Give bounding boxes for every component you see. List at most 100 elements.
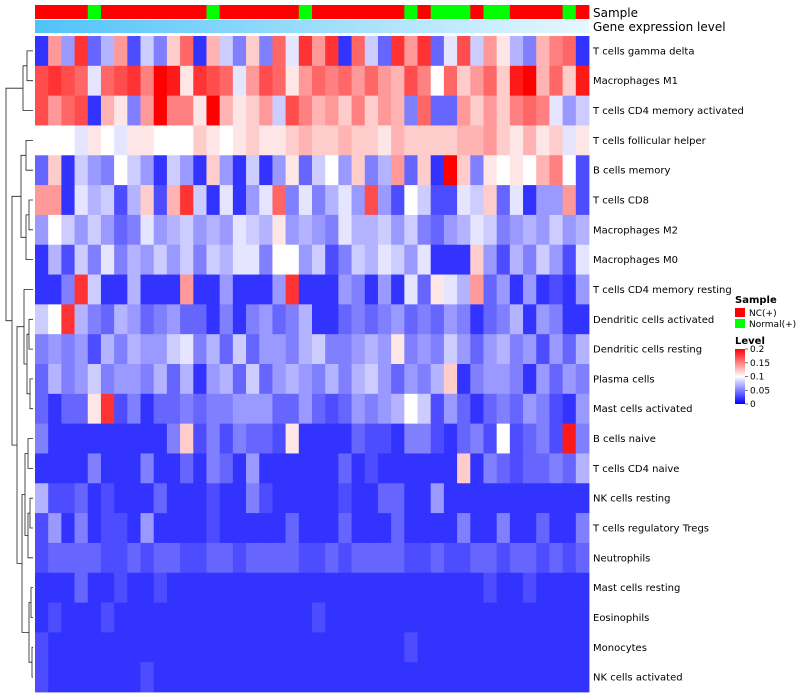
heatmap-cell bbox=[61, 125, 75, 156]
heatmap-cell bbox=[87, 542, 102, 574]
heatmap-cell bbox=[127, 244, 141, 275]
heatmap-cell bbox=[457, 274, 471, 305]
heatmap-cell bbox=[48, 542, 62, 574]
heatmap-cell bbox=[114, 334, 128, 365]
heatmap-cell bbox=[127, 393, 141, 425]
heatmap-cell bbox=[391, 125, 405, 156]
heatmap-cell bbox=[246, 453, 260, 484]
heatmap-cell bbox=[35, 95, 49, 126]
heatmap-cell bbox=[338, 423, 352, 454]
heatmap-cell bbox=[549, 155, 564, 186]
heatmap-cell bbox=[272, 632, 287, 663]
heatmap-cell bbox=[457, 214, 471, 246]
heatmap-cell bbox=[430, 36, 445, 67]
heatmap-cell bbox=[325, 185, 339, 216]
heatmap-cell bbox=[338, 662, 352, 693]
heatmap-cell bbox=[140, 125, 155, 156]
heatmap-cell bbox=[470, 572, 484, 603]
heatmap-cell bbox=[232, 244, 247, 275]
heatmap-cell bbox=[470, 185, 484, 216]
heatmap-cell bbox=[377, 155, 392, 186]
heatmap-cell bbox=[166, 364, 181, 395]
heatmap-cell bbox=[272, 602, 287, 633]
sample-annotation-cell bbox=[272, 5, 287, 19]
dendrogram-branch bbox=[29, 378, 33, 410]
heatmap-cell bbox=[575, 125, 590, 156]
heatmap-cell bbox=[298, 244, 313, 275]
heatmap-cell bbox=[206, 513, 221, 544]
heatmap-cell bbox=[35, 155, 49, 186]
heatmap-cell bbox=[298, 304, 313, 335]
heatmap-cell bbox=[259, 125, 273, 156]
heatmap-cell bbox=[259, 155, 273, 186]
heatmap-cell bbox=[285, 513, 300, 544]
heatmap-cell bbox=[35, 244, 49, 275]
heatmap-cell bbox=[48, 453, 62, 484]
heatmap-cell bbox=[364, 95, 379, 126]
heatmap-cell bbox=[536, 364, 550, 395]
heatmap-cell bbox=[364, 334, 379, 365]
heatmap-cell bbox=[523, 393, 537, 425]
heatmap-cell bbox=[312, 155, 326, 186]
heatmap-cell bbox=[219, 155, 234, 186]
heatmap-cell bbox=[391, 632, 405, 663]
heatmap-cell bbox=[285, 393, 300, 425]
heatmap-cell bbox=[219, 632, 234, 663]
heatmap-cell bbox=[87, 155, 102, 186]
heatmap-cell bbox=[232, 542, 247, 574]
heatmap-cell bbox=[417, 423, 432, 454]
heatmap-cell bbox=[140, 274, 155, 305]
heatmap-cell bbox=[285, 662, 300, 693]
heatmap-cell bbox=[35, 453, 49, 484]
heatmap-cell bbox=[562, 244, 577, 275]
heatmap-cell bbox=[74, 364, 89, 395]
heatmap-cell bbox=[180, 662, 194, 693]
heatmap-cell bbox=[312, 95, 326, 126]
heatmap-cell bbox=[312, 572, 326, 603]
dendrogram-branch bbox=[23, 289, 33, 365]
heatmap-cell bbox=[496, 214, 511, 246]
heatmap-cell bbox=[193, 334, 207, 365]
heatmap-cell bbox=[562, 632, 577, 663]
heatmap-cell bbox=[549, 185, 564, 216]
heatmap-cell bbox=[509, 244, 524, 275]
heatmap-cell bbox=[193, 65, 207, 97]
heatmap-cell bbox=[536, 542, 550, 574]
heatmap-cell bbox=[351, 542, 366, 574]
heatmap-cell bbox=[523, 632, 537, 663]
heatmap-cell bbox=[61, 65, 75, 97]
heatmap-cell bbox=[404, 334, 418, 365]
heatmap-cell bbox=[193, 423, 207, 454]
heatmap-cell bbox=[443, 393, 458, 425]
heatmap-cell bbox=[206, 662, 221, 693]
heatmap-cell bbox=[562, 453, 577, 484]
heatmap-cell bbox=[87, 334, 102, 365]
heatmap-cell bbox=[312, 483, 326, 514]
dendrogram-branch bbox=[30, 587, 33, 618]
heatmap-cell bbox=[549, 662, 564, 693]
row-label: T cells CD4 memory resting bbox=[592, 285, 732, 296]
heatmap-cell bbox=[509, 513, 524, 544]
heatmap-cell bbox=[470, 602, 484, 633]
heatmap-cell bbox=[166, 155, 181, 186]
heatmap-cell bbox=[180, 513, 194, 544]
heatmap-cell bbox=[246, 65, 260, 97]
heatmap-cell bbox=[443, 95, 458, 126]
heatmap-cell bbox=[193, 632, 207, 663]
heatmap-cell bbox=[114, 214, 128, 246]
heatmap-cell bbox=[562, 95, 577, 126]
heatmap-cell bbox=[377, 632, 392, 663]
heatmap-cell bbox=[443, 155, 458, 186]
heatmap-cell bbox=[206, 274, 221, 305]
heatmap-cell bbox=[562, 602, 577, 633]
heatmap-cell bbox=[417, 125, 432, 156]
heatmap-cell bbox=[575, 513, 590, 544]
heatmap-cell bbox=[536, 274, 550, 305]
heatmap-cell bbox=[74, 334, 89, 365]
dendrogram-branch bbox=[28, 199, 33, 231]
heatmap-cell bbox=[364, 602, 379, 633]
heatmap-cell bbox=[48, 572, 62, 603]
heatmap-cell bbox=[575, 542, 590, 574]
heatmap-cell bbox=[232, 602, 247, 633]
heatmap-cell bbox=[443, 602, 458, 633]
